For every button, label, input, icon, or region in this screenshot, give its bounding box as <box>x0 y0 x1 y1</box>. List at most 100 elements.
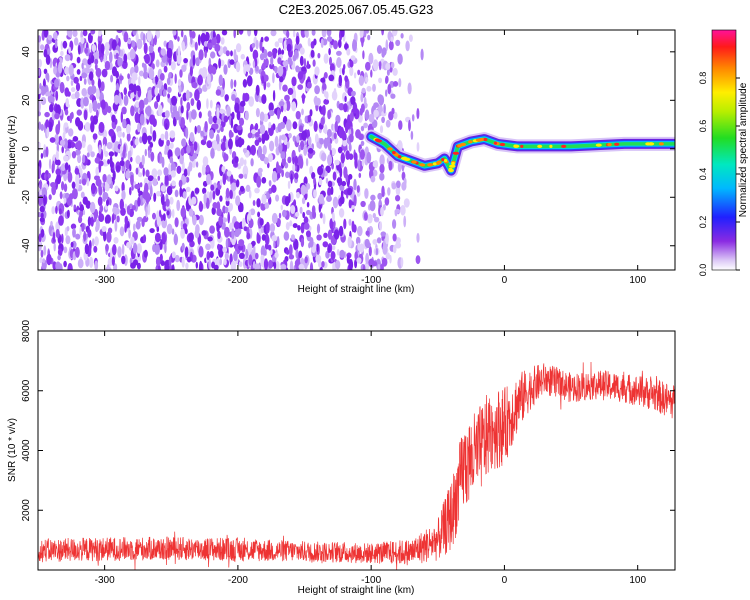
spectrogram-noise-blob <box>244 173 248 179</box>
spectrogram-noise-blob <box>327 109 331 120</box>
spectrogram-noise-blob <box>372 59 379 72</box>
spectrogram-noise-blob <box>64 54 71 62</box>
spectrogram-noise-blob <box>176 199 181 212</box>
spectrogram-noise-blob <box>151 168 158 179</box>
spectrogram-noise-blob <box>333 40 338 50</box>
spectrogram-noise-blob <box>261 234 266 241</box>
spectrogram-noise-blob <box>198 201 204 212</box>
ridge-peak <box>483 137 488 142</box>
colorbar-tick-label: 0.4 <box>698 168 708 181</box>
spectrogram-noise-blob <box>54 78 60 88</box>
spectrogram-noise-blob <box>274 135 279 148</box>
spectrogram-noise-blob <box>275 261 280 270</box>
spectrogram-noise-blob <box>336 249 340 256</box>
spectrogram-noise-blob <box>180 148 185 156</box>
spectrogram-noise-blob <box>155 265 159 270</box>
spectrogram-noise-blob <box>381 185 385 198</box>
spectrogram-noise-blob <box>87 144 93 154</box>
spectrogram-noise-blob <box>171 208 175 219</box>
spectrogram-noise-blob <box>323 232 328 238</box>
spectrogram-noise-blob <box>261 132 266 145</box>
spectrogram-noise-blob <box>283 42 287 51</box>
spectrogram-noise-blob <box>207 236 213 242</box>
spectrogram-noise-blob <box>354 258 358 269</box>
spectrogram-noise-blob <box>407 82 412 95</box>
spectrogram-noise-blob <box>216 118 222 125</box>
spectrogram-noise-blob <box>305 183 311 190</box>
spectrogram-noise-blob <box>339 195 345 205</box>
spectrogram-noise-blob <box>91 44 97 53</box>
spectrogram-noise-blob <box>160 133 165 141</box>
spectrogram-noise-blob <box>198 49 204 61</box>
spectrogram-noise-blob <box>60 50 64 57</box>
spectrogram-noise-blob <box>229 189 233 199</box>
spectrogram-noise-blob <box>171 264 175 270</box>
spectrogram-noise-blob <box>248 254 253 266</box>
spectrogram-noise-blob <box>40 152 44 159</box>
spectrogram-noise-blob <box>129 187 132 196</box>
spectrogram-noise-blob <box>121 244 125 255</box>
spectrogram-noise-blob <box>98 121 105 134</box>
spectrogram-noise-blob <box>300 223 305 234</box>
spectrogram-noise-blob <box>364 109 370 121</box>
spectrogram-noise-blob <box>290 234 296 241</box>
spectrogram-noise-blob <box>40 85 46 96</box>
spectrogram-noise-blob <box>64 122 69 128</box>
spectrogram-noise-blob <box>288 254 295 260</box>
spectrogram-noise-blob <box>148 67 155 80</box>
spectrogram-noise-blob <box>79 226 82 236</box>
spectrogram-noise-blob <box>285 171 290 179</box>
spectrogram-noise-blob <box>66 226 70 232</box>
spectrogram-noise-blob <box>39 257 43 264</box>
spectrogram-noise-blob <box>287 87 294 95</box>
spectrogram-noise-blob <box>298 144 301 153</box>
spectrogram-noise-blob <box>138 75 141 86</box>
spectrogram-noise-blob <box>75 233 81 240</box>
spectrogram-noise-blob <box>245 64 251 73</box>
spectrogram-noise-blob <box>171 228 175 235</box>
spectrogram-noise-blob <box>163 65 168 73</box>
spectrogram-noise-blob <box>123 87 128 96</box>
ridge-peak <box>595 143 602 147</box>
spectrogram-noise-blob <box>141 62 145 68</box>
spectrogram-noise-blob <box>101 226 107 232</box>
spectrogram-noise-blob <box>391 30 398 37</box>
spectrogram-noise-blob <box>70 80 74 86</box>
spectrogram-noise-blob <box>405 40 410 52</box>
spectrogram-noise-blob <box>299 47 305 55</box>
spectrogram-noise-blob <box>292 223 298 229</box>
spectrogram-noise-blob <box>278 212 282 219</box>
spectrogram-noise-blob <box>290 205 296 214</box>
spectrogram-noise-blob <box>276 218 281 226</box>
spectrogram-noise-blob <box>94 58 99 65</box>
spectrogram-noise-blob <box>108 151 115 157</box>
spectrogram-noise-blob <box>301 108 304 116</box>
spectrogram-noise-blob <box>91 184 96 195</box>
spectrogram-noise-blob <box>154 86 159 97</box>
spectrogram-noise-blob <box>337 146 343 154</box>
spectrogram-noise-blob <box>216 107 220 120</box>
spectrogram-noise-blob <box>408 34 413 42</box>
spectrogram-noise-blob <box>157 153 160 163</box>
spectrogram-noise-blob <box>267 153 273 162</box>
spectrogram-noise-blob <box>240 138 245 146</box>
spectrogram-noise-blob <box>59 81 65 94</box>
spectrogram-noise-blob <box>293 49 299 59</box>
spectrogram-noise-blob <box>309 109 313 117</box>
spectrogram-noise-blob <box>52 31 58 40</box>
spectrogram-noise-blob <box>313 189 317 198</box>
spectrogram-noise-blob <box>93 50 100 61</box>
spectrogram-noise-blob <box>127 38 132 45</box>
spectrogram-noise-blob <box>321 261 325 268</box>
spectrogram-noise-blob <box>300 237 305 248</box>
spectrogram-noise-blob <box>322 104 326 116</box>
spectrogram-noise-blob <box>349 133 354 143</box>
spectrogram-noise-blob <box>209 191 213 203</box>
spectrogram-noise-blob <box>223 135 227 143</box>
spectrogram-noise-blob <box>190 145 195 156</box>
spectrogram-noise-blob <box>82 209 86 216</box>
spectrogram-noise-blob <box>261 62 267 70</box>
spectrogram-noise-blob <box>314 85 320 95</box>
spectrogram-noise-blob <box>73 204 77 210</box>
spectrogram-noise-blob <box>179 69 183 78</box>
